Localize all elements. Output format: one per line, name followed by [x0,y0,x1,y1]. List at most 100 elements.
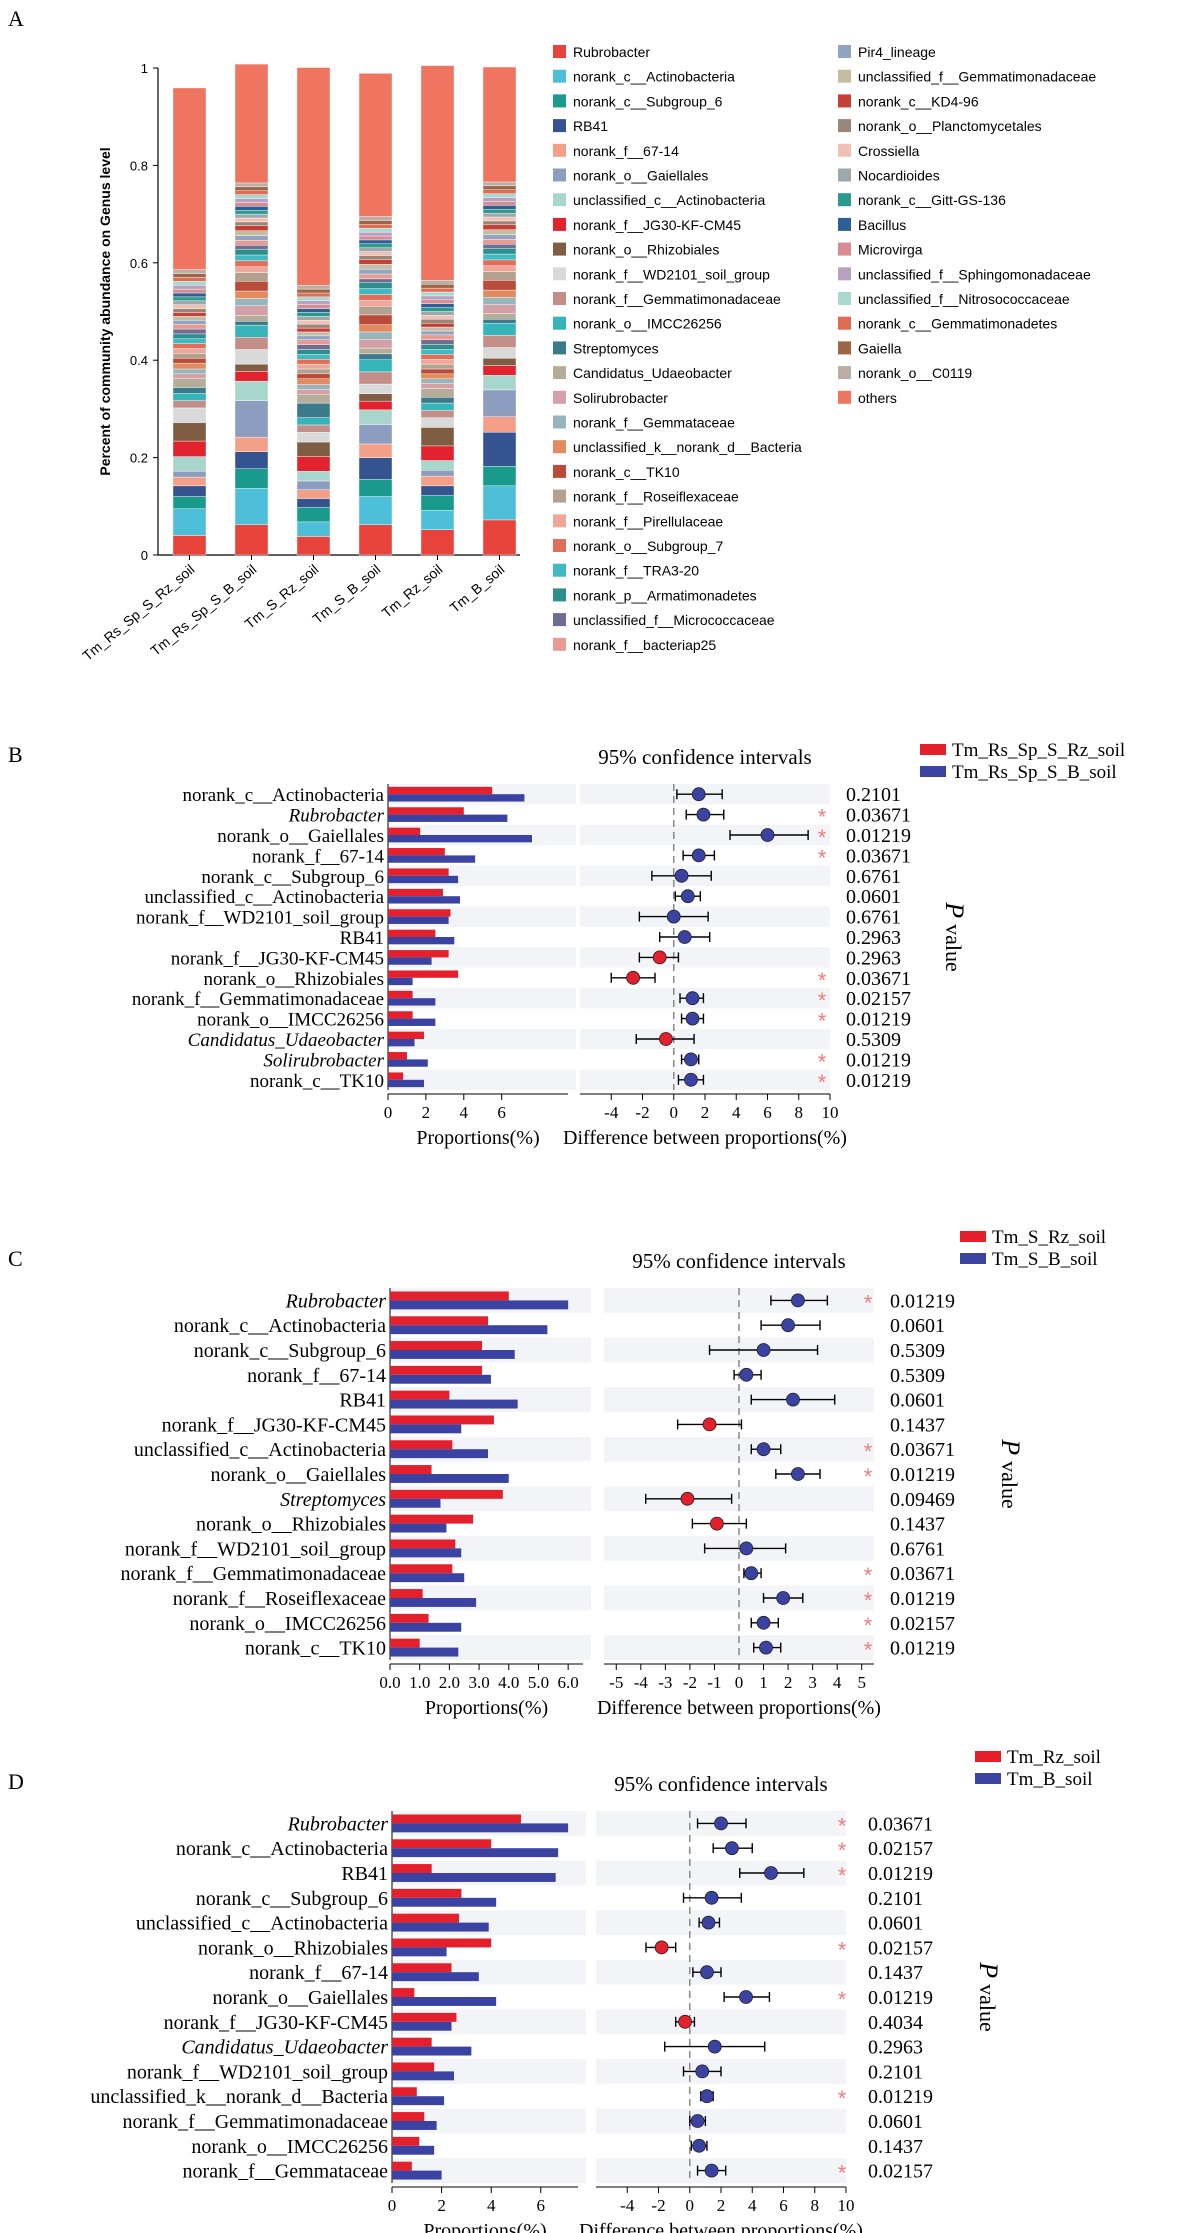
legend-swatch-a [553,217,566,231]
bar-group1 [390,1440,453,1450]
legend-label-a: norank_p__Armatimonadetes [573,587,757,603]
category-label: norank_f__JG30-KF-CM45 [171,948,384,969]
right-x-tick-label: -3 [658,1673,672,1692]
stacked-segment [420,344,455,350]
legend-swatch [975,1773,1001,1784]
category-label: norank_f__Gemmatimonadaceae [123,2111,389,2133]
category-label: unclassified_c__Actinobacteria [136,1913,388,1935]
category-label: RB41 [339,1390,386,1412]
stacked-segment [234,213,269,219]
bar-group2 [388,1079,424,1088]
panel-label-a: A [8,6,24,31]
stacked-segment [172,393,207,401]
significance-star: * [818,845,827,870]
stacked-segment [172,277,207,282]
stacked-segment [420,427,455,447]
stacked-segment [172,387,207,394]
y-tick-label-a: 1 [141,61,148,76]
stacked-segment [482,416,517,433]
stacked-segment [482,239,517,245]
bar-group1 [390,1365,483,1375]
bar-group2 [390,1622,462,1632]
legend-swatch-a [553,588,566,602]
stacked-segment [172,368,207,375]
p-value: 0.01219 [890,1588,955,1610]
category-label: norank_f__Roseiflexaceae [173,1588,386,1610]
stacked-segment [420,287,455,293]
stacked-segment [420,363,455,370]
stacked-segment [172,485,207,497]
stacked-segment [482,265,517,272]
significance-star: * [818,805,827,830]
significance-star: * [864,1638,873,1663]
stacked-segment [172,323,207,330]
bar-group1 [390,1341,483,1350]
right-x-tick-label: -2 [635,1103,649,1122]
stacked-segment [296,402,331,418]
stacked-segment [172,343,207,349]
bar-group2 [392,1947,447,1957]
legend-label-a: norank_c__Gitt-GS-136 [858,192,1006,208]
stacked-segment [296,312,331,317]
stacked-segment [172,508,207,536]
p-rest: value [997,1461,1022,1509]
bar-group1 [392,2112,425,2121]
legend-swatch-a [838,69,851,83]
legend-label-a: unclassified_f__Gemmatimonadaceae [858,69,1096,85]
category-label: Candidatus_Udaeobacter [181,2037,388,2059]
bar-group1 [392,1963,452,1973]
stacked-segment [420,319,455,324]
diff-point [691,848,706,863]
diff-point [714,1816,728,1831]
bar-group2 [390,1374,491,1384]
stacked-segment [172,456,207,472]
category-label: RB41 [341,1863,388,1885]
category-label: unclassified_k__norank_d__Bacteria [90,2086,388,2108]
right-x-tick-label: 6 [763,1103,772,1122]
row-band-right [580,1028,830,1050]
significance-star: * [818,825,827,850]
stacked-segment [296,489,331,499]
stacked-segment [420,378,455,384]
row-band-right [580,947,830,968]
bar-group1 [392,1988,415,1997]
category-label: Candidatus_Udaeobacter [188,1030,385,1051]
right-x-tick-label: 1 [759,1673,768,1692]
p-value: 0.0601 [868,1913,923,1935]
legend-swatch-a [553,613,566,627]
stacked-segment [358,457,393,480]
stacked-segment [234,436,269,452]
stacked-segment [296,456,331,472]
stacked-segment [482,389,517,417]
right-x-title: Difference between proportions(%) [597,1697,881,1719]
bar-group1 [390,1539,456,1549]
p-italic: P [974,1961,1003,1984]
stacked-segment [358,239,393,245]
legend-swatch-a [838,217,851,231]
legend-swatch-a [838,119,851,133]
bar-group2 [388,896,460,904]
stacked-segment [420,349,455,355]
legend-swatch-a [838,94,851,108]
stacked-segment [358,268,393,275]
diff-point [756,1343,771,1357]
right-x-tick-label: 5 [857,1673,866,1692]
diff-point [654,1940,669,1955]
y-tick-label-a: 0.8 [130,158,148,173]
stacked-segment [482,244,517,249]
legend-swatch [920,766,946,777]
stacked-segment [234,298,269,306]
stacked-segment [234,221,269,226]
stacked-segment [172,273,207,278]
stacked-segment [296,67,331,286]
bar-group1 [388,909,451,917]
bar-group2 [392,1997,497,2006]
legend-swatch-a [838,390,851,404]
category-label: unclassified_c__Actinobacteria [134,1439,386,1461]
bar-group1 [392,2136,420,2146]
panel-d: D 95% confidence intervals Tm_Rz_soilTm_B_… [8,1747,1101,2233]
stacked-segment [482,66,517,183]
p-italic: P [996,1438,1025,1461]
legend-label-a: norank_f__Roseiflexaceae [573,489,739,505]
